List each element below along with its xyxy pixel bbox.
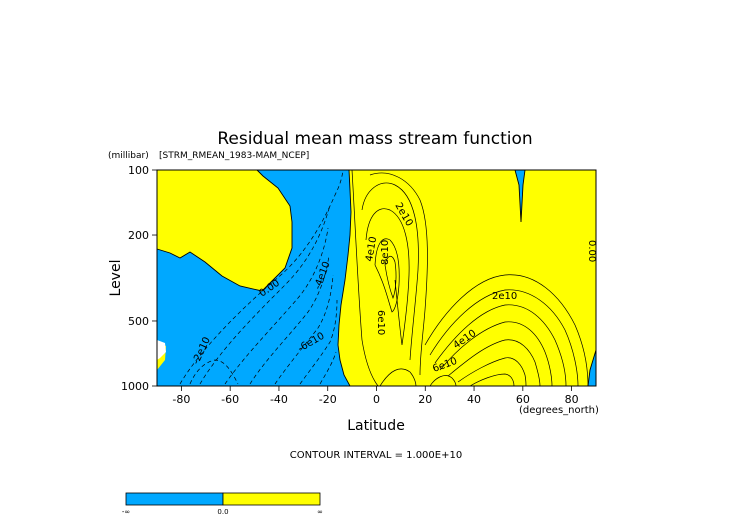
y-axis-label: Level — [108, 260, 124, 297]
chart-title: Residual mean mass stream function — [217, 129, 532, 149]
contour-label: 6e10 — [375, 310, 386, 335]
colorbar-positive-swatch — [222, 492, 321, 506]
negative-region-main — [157, 170, 351, 386]
positive-contours-nh — [424, 274, 589, 387]
positive-contours-tropical — [351, 169, 428, 387]
x-tick-label: -20 — [319, 393, 337, 406]
y-units-label: (millibar) — [108, 151, 149, 161]
y-tick-label: 200 — [128, 229, 149, 242]
colorbar-negative-swatch — [125, 492, 224, 506]
contour-label: 4e10 — [364, 236, 379, 263]
contour-label: 2e10 — [492, 291, 517, 302]
negative-region-right-edge — [588, 350, 596, 386]
x-axis: -80 -60 -40 -20 0 20 40 60 80 — [172, 386, 579, 406]
dataset-label: [STRM_RMEAN_1983-MAM_NCEP] — [159, 151, 309, 161]
y-tick-label: 1000 — [121, 380, 149, 393]
undefined-region — [157, 340, 166, 360]
x-axis-label: Latitude — [347, 418, 405, 434]
colorbar-label-zero: 0.0 — [217, 508, 228, 516]
zero-contours — [156, 169, 597, 387]
y-tick-label: 100 — [128, 164, 149, 177]
plot-area: 2e10 4e10 6e10 8e10 0.00 -2e10 -4e10 -6e… — [156, 169, 597, 387]
negative-contours — [179, 169, 344, 385]
x-tick-label: -80 — [172, 393, 190, 406]
x-tick-label: 80 — [565, 393, 579, 406]
contour-interval-label: CONTOUR INTERVAL = 1.000E+10 — [290, 450, 462, 461]
x-tick-label: -40 — [270, 393, 288, 406]
x-units-label: (degrees_north) — [519, 405, 599, 416]
x-tick-label: 60 — [516, 393, 530, 406]
contour-label: 0.00 — [586, 240, 597, 262]
x-tick-label: 20 — [418, 393, 432, 406]
x-tick-label: 40 — [467, 393, 481, 406]
y-axis: 100 200 500 1000 — [121, 164, 157, 393]
x-tick-label: 0 — [373, 393, 380, 406]
colorbar-label-neg-inf: -∞ — [122, 508, 130, 516]
colorbar-label-pos-inf: ∞ — [317, 508, 323, 516]
contour-label: 8e10 — [380, 240, 391, 265]
x-tick-label: -60 — [221, 393, 239, 406]
colorbar: -∞ 0.0 ∞ — [122, 492, 323, 516]
y-tick-label: 500 — [128, 315, 149, 328]
